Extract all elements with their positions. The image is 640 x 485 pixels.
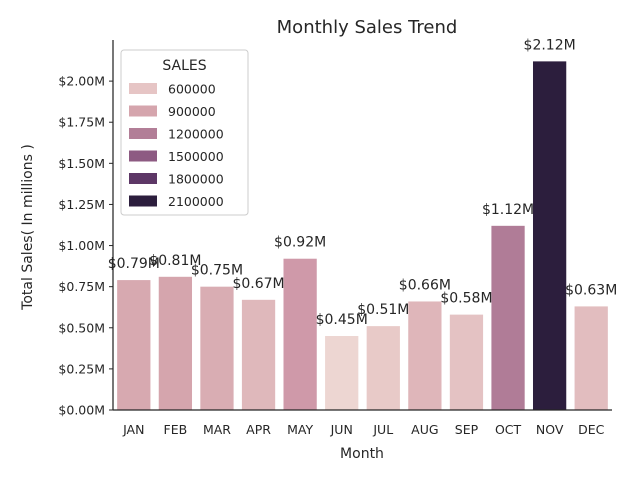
x-tick-label: MAY <box>287 422 313 437</box>
bar <box>449 314 484 410</box>
bar <box>574 306 608 410</box>
x-tick-label: SEP <box>455 422 479 437</box>
legend-title: SALES <box>162 58 206 74</box>
bar <box>366 326 400 410</box>
bar-value-label: $0.92M <box>274 235 326 251</box>
x-axis: JAN FEB MAR APR MAY JUN JUL AUG SEP OCT NOV DEC <box>113 409 612 437</box>
bar-value-label: $0.67M <box>232 276 284 292</box>
legend-entry-label: 1200000 <box>168 127 224 142</box>
bar <box>491 225 525 410</box>
bar-value-label: $0.63M <box>565 282 617 298</box>
legend-entry-label: 900000 <box>168 104 216 119</box>
bar-value-label: $0.58M <box>440 291 492 307</box>
y-tick-label: $2.00M <box>58 74 105 89</box>
bar-value-label: $0.45M <box>316 312 368 328</box>
x-axis-label: Month <box>340 446 384 462</box>
legend: SALES 600000 900000 1200000 1500000 1800000 2… <box>120 49 249 216</box>
bar <box>408 301 442 410</box>
x-tick-label: FEB <box>164 422 188 437</box>
x-tick-label: DEC <box>578 422 605 437</box>
bar-value-label: $0.75M <box>191 263 243 279</box>
legend-entry-label: 1800000 <box>168 172 224 187</box>
bar-series <box>117 61 608 410</box>
y-axis-label: Total Sales( In millions ) <box>20 144 36 311</box>
legend-swatch <box>129 195 157 207</box>
x-tick-label: APR <box>246 422 271 437</box>
x-tick-label: JAN <box>122 422 144 437</box>
x-tick-label: AUG <box>411 422 438 437</box>
x-tick-label: JUN <box>330 422 353 437</box>
y-tick-label: $1.50M <box>58 156 105 171</box>
bar <box>241 299 276 410</box>
legend-entry-label: 600000 <box>168 82 216 97</box>
bar-value-label: $0.66M <box>399 277 451 293</box>
bar <box>200 286 234 410</box>
x-tick-label: JUL <box>372 422 393 437</box>
y-tick-label: $0.25M <box>58 361 105 376</box>
legend-swatch <box>129 83 157 94</box>
bar <box>283 258 317 410</box>
bar-value-label: $0.79M <box>108 256 160 272</box>
bar-value-label: $0.51M <box>357 302 409 318</box>
bar <box>532 61 567 410</box>
bar <box>117 280 151 410</box>
x-tick-label: NOV <box>536 422 564 437</box>
legend-entry-label: 1500000 <box>168 149 224 164</box>
legend-swatch <box>129 105 157 117</box>
bar-value-label: $0.81M <box>149 253 201 269</box>
legend-swatch <box>129 150 157 162</box>
y-tick-label: $0.75M <box>58 279 105 294</box>
y-axis: $0.00M $0.25M $0.50M $0.75M $1.00M $1.25M $1.5… <box>58 40 114 418</box>
bar <box>325 336 359 410</box>
data-labels: $0.79M$0.81M$0.75M$0.67M$0.92M$0.45M$0.5… <box>108 37 618 328</box>
y-tick-label: $0.50M <box>58 320 105 335</box>
x-tick-label: OCT <box>495 422 522 437</box>
y-tick-label: $0.00M <box>58 403 105 418</box>
bar <box>158 276 193 410</box>
x-tick-label: MAR <box>203 422 231 437</box>
y-tick-label: $1.00M <box>58 238 105 253</box>
chart-title: Monthly Sales Trend <box>277 17 458 38</box>
y-tick-label: $1.25M <box>58 197 105 212</box>
y-tick-label: $1.75M <box>58 115 105 130</box>
bar-value-label: $1.12M <box>482 202 534 218</box>
legend-swatch <box>129 128 157 139</box>
legend-swatch <box>129 173 157 184</box>
bar-value-label: $2.12M <box>524 37 576 53</box>
legend-entry-label: 2100000 <box>168 194 224 209</box>
